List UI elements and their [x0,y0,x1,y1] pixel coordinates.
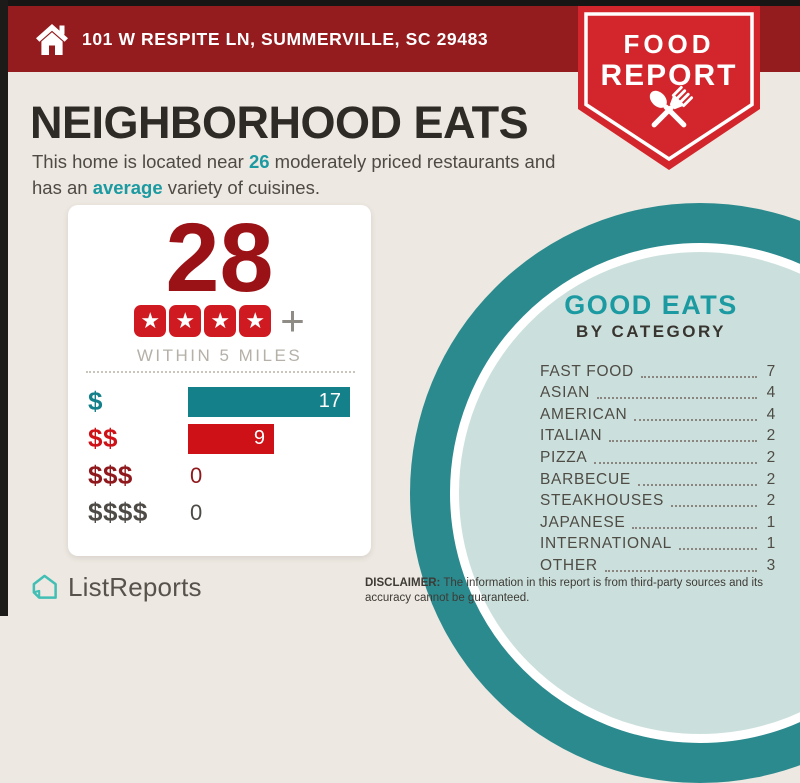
zero-value: 0 [190,462,203,488]
star-icon: ★ [239,305,272,337]
category-label: AMERICAN [540,405,628,423]
category-label: BARBECUE [540,470,631,488]
dotted-leader [597,397,757,400]
price-label: $$$$ [88,497,148,527]
category-label: STEAKHOUSES [540,492,664,510]
category-row: BARBECUE 2 [540,467,776,489]
category-row: INTERNATIONAL 1 [540,532,776,554]
page-title: NEIGHBORHOOD EATS [30,97,529,148]
category-row: PIZZA 2 [540,445,776,467]
disclaimer-text: The information in this report is from t… [365,577,763,604]
price-label: $$$ [88,460,133,490]
left-border [0,0,8,616]
category-row: AMERICAN 4 [540,402,776,424]
brand-name: ListReports [68,572,202,602]
stats-card: 28 ★ ★ ★ ★ + WITHIN 5 MILES $17 $$ 9 $$$ 0 $$$$ 0 [68,205,371,556]
good-eats-subtitle: BY CATEGORY [576,322,726,341]
category-value: 7 [766,362,776,380]
category-label: PIZZA [540,448,588,466]
category-value: 1 [766,513,776,531]
category-label: FAST FOOD [540,362,634,380]
dotted-leader [670,505,757,508]
category-row: OTHER 3 [540,553,776,575]
star-icon: ★ [169,305,202,337]
price-row: $$$$ 0 [88,494,355,531]
star-rating: ★ ★ ★ ★ + [68,297,371,344]
top-border [0,0,800,6]
ribbon-title-line2: REPORT [600,59,737,92]
intro-mid: moderately priced restaurants and has an [32,151,556,198]
spoon-fork-icon [649,85,694,128]
dotted-leader [594,461,757,464]
bar-value: 17 [318,390,341,412]
category-label: ITALIAN [540,427,603,445]
category-value: 2 [766,448,776,466]
category-list: FAST FOOD 7 ASIAN 4 AMERICAN 4 ITALIAN 2 PIZZA 2 B… [540,359,776,575]
category-value: 2 [766,492,776,510]
category-label: ASIAN [540,384,591,402]
category-value: 1 [766,535,776,553]
listreports-logo: ListReports [30,572,202,603]
plus-icon: + [280,297,305,344]
category-row: FAST FOOD 7 [540,359,776,381]
home-icon [36,23,68,55]
restaurant-count: 26 [248,151,270,172]
bar-area: 9 [188,423,355,454]
category-label: OTHER [540,556,598,574]
price-level-chart: $17 $$ 9 $$$ 0 $$$$ 0 [88,383,355,531]
category-value: 4 [766,405,776,423]
category-value: 2 [766,427,776,445]
star-icon: ★ [134,305,167,337]
intro-text: This home is located near 26 moderately … [32,149,587,200]
bar-area: 0 [188,500,355,526]
total-restaurants: 28 [165,203,274,312]
zero-value: 0 [190,499,203,525]
star-icon: ★ [204,305,237,337]
good-eats-title: GOOD EATS [564,290,738,320]
intro-post: variety of cuisines. [162,176,320,198]
category-label: JAPANESE [540,513,626,531]
category-row: JAPANESE 1 [540,510,776,532]
dotted-leader [609,440,757,443]
good-eats-panel: GOOD EATS BY CATEGORY FAST FOOD 7 ASIAN 4 AM… [520,290,782,575]
address-text: 101 W RESPITE LN, SUMMERVILLE, SC 29483 [82,28,489,49]
variety-highlight: average [92,176,163,198]
price-label: $$ [88,423,118,453]
price-label: $ [88,386,103,416]
ribbon-title-line1: FOOD [623,29,714,59]
dotted-leader [634,418,757,421]
dotted-leader [678,548,757,551]
radius-label: WITHIN 5 MILES [136,346,303,365]
ribbon-inner-border [584,12,754,162]
bar-area: 17 [188,386,355,417]
dotted-leader [604,569,757,572]
price-row: $17 [88,383,355,420]
dotted-leader [640,375,757,378]
category-value: 2 [766,470,776,488]
category-row: STEAKHOUSES 2 [540,489,776,511]
disclaimer-label: DISCLAIMER: [365,577,441,589]
category-label: INTERNATIONAL [540,535,672,553]
category-value: 3 [766,556,776,574]
food-report-ribbon: FOOD REPORT [578,6,760,172]
price-row: $$$ 0 [88,457,355,494]
price-bar: 9 [188,423,274,454]
intro-pre: This home is located near [32,151,249,172]
price-bar: 17 [188,386,350,417]
bar-value: 9 [253,427,265,449]
listreports-icon [32,574,57,599]
dotted-leader [637,483,757,486]
price-row: $$ 9 [88,420,355,457]
category-value: 4 [766,384,776,402]
bar-area: 0 [188,463,355,489]
category-row: ITALIAN 2 [540,424,776,446]
disclaimer: DISCLAIMER: The information in this repo… [365,576,793,606]
dotted-divider [86,371,355,373]
dotted-leader [632,526,757,529]
category-row: ASIAN 4 [540,381,776,403]
